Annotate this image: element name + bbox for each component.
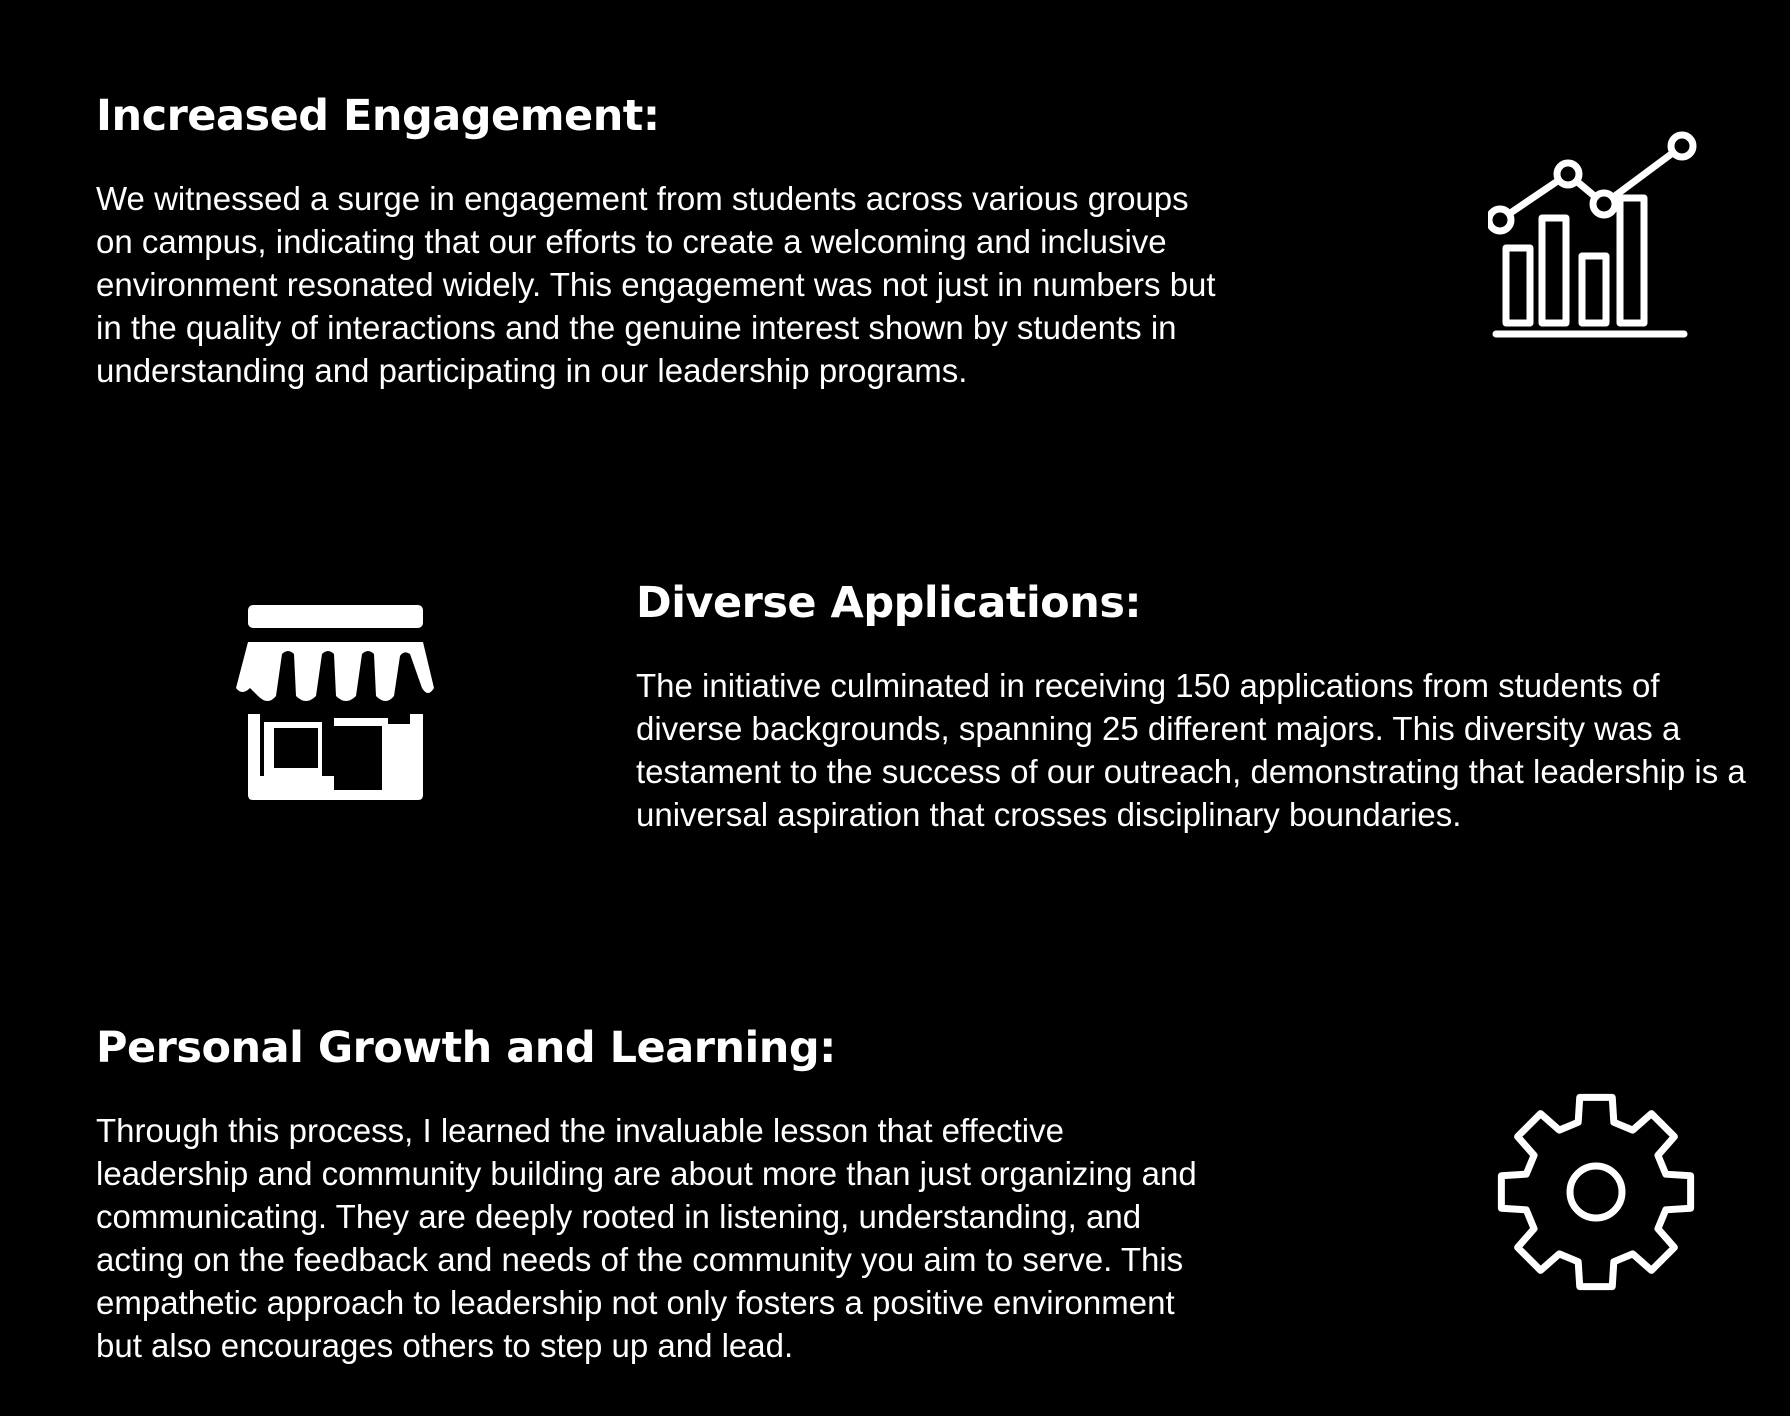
body-line: The initiative culminated in receiving 1…	[636, 667, 1660, 704]
body-line: communicating. They are deeply rooted in…	[96, 1198, 1142, 1235]
body-line: We witnessed a surge in engagement from …	[96, 180, 1189, 217]
section-diverse-applications: Diverse Applications: The initiative cul…	[636, 575, 1790, 836]
body-line: Through this process, I learned the inva…	[96, 1112, 1064, 1149]
section-heading: Personal Growth and Learning:	[96, 1023, 836, 1073]
body-line: acting on the feedback and needs of the …	[96, 1241, 1184, 1278]
section-personal-growth: Personal Growth and Learning: Through th…	[96, 1020, 1346, 1367]
section-body: We witnessed a surge in engagement from …	[96, 177, 1346, 392]
body-line: empathetic approach to leadership not on…	[96, 1284, 1175, 1321]
body-line: in the quality of interactions and the g…	[96, 309, 1177, 346]
body-line: testament to the success of our outreach…	[636, 753, 1746, 790]
body-line: but also encourages others to step up an…	[96, 1327, 794, 1364]
body-line: universal aspiration that crosses discip…	[636, 796, 1462, 833]
section-increased-engagement: Increased Engagement: We witnessed a sur…	[96, 88, 1346, 392]
section-heading: Diverse Applications:	[636, 578, 1142, 628]
storefront-icon	[234, 600, 439, 805]
gear-icon	[1494, 1090, 1698, 1294]
section-body: The initiative culminated in receiving 1…	[636, 664, 1790, 836]
body-line: leadership and community building are ab…	[96, 1155, 1197, 1192]
body-line: diverse backgrounds, spanning 25 differe…	[636, 710, 1681, 747]
body-line: on campus, indicating that our efforts t…	[96, 223, 1167, 260]
section-body: Through this process, I learned the inva…	[96, 1109, 1346, 1367]
section-heading: Increased Engagement:	[96, 91, 660, 141]
body-line: environment resonated widely. This engag…	[96, 266, 1216, 303]
body-line: understanding and participating in our l…	[96, 352, 968, 389]
bar-chart-trend-icon	[1488, 130, 1698, 345]
